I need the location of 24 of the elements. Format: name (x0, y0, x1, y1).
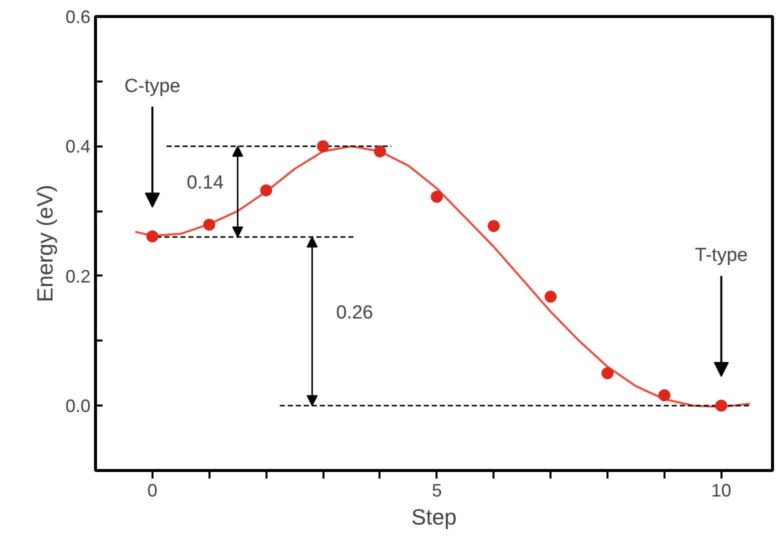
annotation: C-type (124, 76, 180, 97)
point (146, 230, 158, 242)
point (602, 367, 614, 380)
point (658, 389, 670, 402)
point (203, 218, 216, 231)
y-axis-title: Energy (eV) (32, 184, 58, 302)
x-tick-label: 10 (711, 480, 732, 500)
x-tick-label: 0 (147, 480, 158, 500)
point (715, 400, 728, 412)
y-tick-label: 0.6 (65, 7, 91, 27)
y-tick-label: 0.0 (65, 396, 91, 416)
point (374, 145, 386, 158)
annotation: 0.26 (336, 302, 374, 324)
y-tick-label: 0.4 (65, 136, 91, 157)
point (430, 190, 443, 203)
point (544, 290, 557, 303)
point (488, 220, 500, 232)
point (260, 184, 272, 196)
annotation: 0.14 (186, 172, 224, 194)
x-axis-title: Step (411, 504, 457, 530)
y-tick-label: 0.2 (65, 266, 91, 286)
x-tick-label: 5 (432, 480, 442, 500)
annotation: T-type (694, 245, 748, 266)
point (317, 140, 330, 152)
